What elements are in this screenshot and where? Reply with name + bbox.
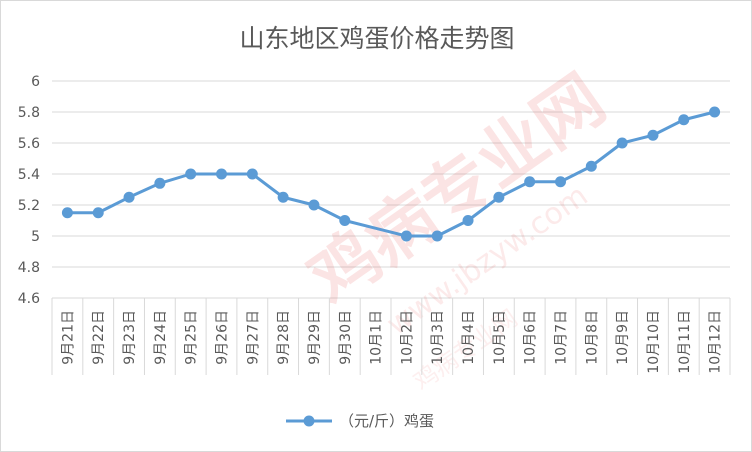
y-axis: 4.6 4.8 5 5.2 5.4 5.6 5.8 6 — [18, 74, 40, 307]
data-point — [462, 215, 474, 226]
x-tick-label: 10月7日 — [554, 310, 570, 365]
x-tick-label: 10月4日 — [461, 310, 477, 365]
data-point — [678, 114, 690, 126]
y-tick-label: 4.8 — [18, 260, 40, 276]
data-point — [431, 230, 443, 242]
x-tick-label: 9月25日 — [184, 310, 200, 365]
x-tick-label: 10月10日 — [646, 310, 662, 374]
x-tick-label: 10月12日 — [708, 310, 724, 374]
data-point — [555, 176, 566, 188]
y-tick-label: 5.4 — [18, 167, 40, 183]
data-point — [493, 191, 505, 203]
data-point — [647, 129, 659, 141]
data-point — [400, 230, 412, 242]
x-tick-label: 9月21日 — [60, 310, 76, 365]
data-point — [154, 177, 166, 189]
gridlines — [52, 80, 730, 299]
x-axis: 9月21日 9月22日 9月23日 9月24日 9月25日 9月26日 9月27日 9月28日… — [51, 298, 731, 375]
x-tick-label: 10月6日 — [523, 310, 539, 365]
y-tick-label: 4.6 — [18, 291, 40, 307]
data-point — [92, 207, 104, 219]
data-point — [339, 215, 351, 226]
data-point — [123, 191, 135, 203]
x-tick-label: 9月27日 — [245, 310, 261, 365]
data-point — [185, 168, 197, 180]
data-point — [246, 168, 258, 180]
x-tick-label: 9月29日 — [307, 310, 323, 365]
x-tick-label: 10月2日 — [399, 310, 415, 365]
x-tick-label: 10月5日 — [492, 310, 508, 365]
y-tick-label: 5.2 — [18, 198, 40, 214]
x-tick-label: 10月9日 — [615, 310, 631, 365]
data-point — [61, 207, 73, 219]
y-tick-label: 5.8 — [18, 105, 40, 121]
data-point — [216, 168, 227, 180]
legend-marker-swatch — [303, 415, 315, 427]
x-tick-label: 9月30日 — [338, 310, 354, 365]
data-point — [308, 199, 320, 211]
x-tick-label: 9月24日 — [153, 310, 169, 365]
y-tick-label: 5 — [31, 229, 40, 245]
x-tick-label: 10月8日 — [584, 310, 600, 365]
data-point — [616, 137, 628, 149]
x-tick-label: 9月22日 — [91, 310, 107, 365]
x-tick-label: 10月1日 — [369, 310, 385, 365]
x-tick-label: 10月11日 — [677, 310, 693, 374]
data-point — [277, 191, 289, 203]
legend-label: （元/斤）鸡蛋 — [339, 412, 434, 430]
data-point — [709, 106, 721, 118]
series-layer — [61, 106, 721, 242]
x-tick-label: 9月23日 — [122, 310, 138, 365]
y-tick-label: 6 — [31, 74, 40, 90]
x-tick-label: 10月3日 — [430, 310, 446, 365]
x-tick-label: 9月28日 — [276, 310, 292, 365]
y-tick-label: 5.6 — [18, 136, 40, 152]
legend: （元/斤）鸡蛋 — [286, 412, 434, 430]
chart-title: 山东地区鸡蛋价格走势图 — [239, 24, 514, 53]
data-point — [524, 176, 536, 188]
data-point — [585, 160, 597, 172]
x-tick-label: 9月26日 — [215, 310, 231, 365]
